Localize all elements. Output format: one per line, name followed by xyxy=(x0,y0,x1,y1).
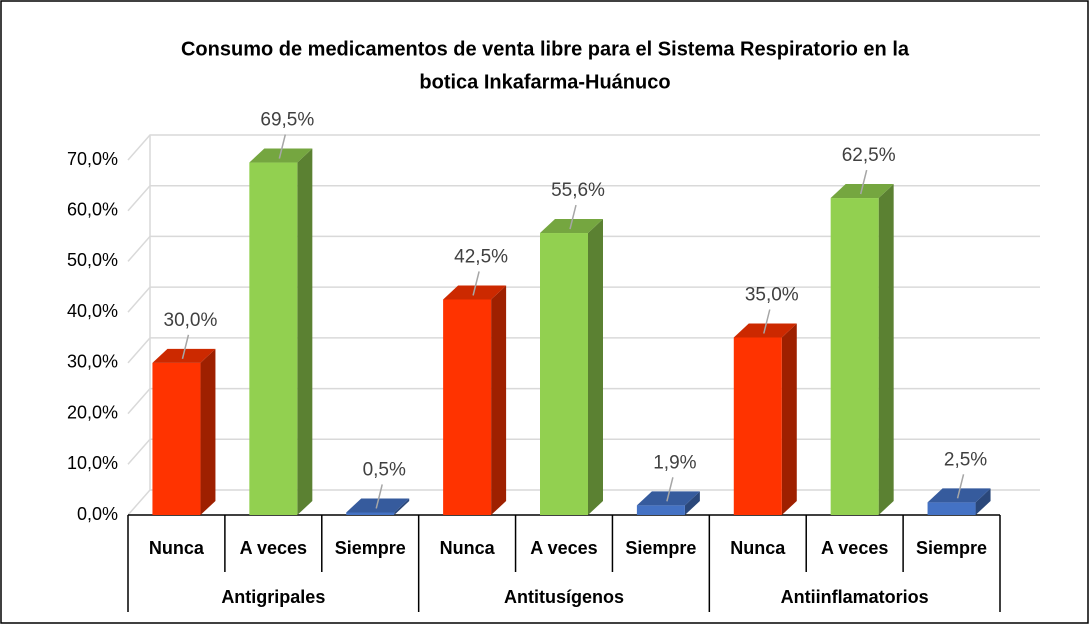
leader-line xyxy=(181,334,190,360)
leader-line xyxy=(375,484,383,509)
bar xyxy=(927,502,976,515)
bar-side xyxy=(684,491,700,515)
bar-side xyxy=(200,348,216,515)
bar-side xyxy=(297,148,313,516)
bar xyxy=(346,512,395,515)
data-label: 0,5% xyxy=(363,459,406,480)
x-tick-label: Nunca xyxy=(149,538,205,558)
bar-side xyxy=(878,184,894,516)
data-label: 69,5% xyxy=(260,110,314,131)
x-tick-label: Nunca xyxy=(730,538,786,558)
data-label: 2,5% xyxy=(944,449,987,470)
leader-line xyxy=(666,477,674,502)
leader-line xyxy=(859,169,868,195)
bar xyxy=(249,162,298,516)
bar xyxy=(733,337,782,515)
leader-line xyxy=(763,309,771,334)
bar xyxy=(636,505,685,515)
bar xyxy=(540,233,588,515)
y-tick-label: 70,0% xyxy=(67,149,118,169)
chart-title: botica Inkafarma-Huánuco xyxy=(419,71,670,93)
leader-line xyxy=(472,271,480,296)
bar xyxy=(443,299,492,515)
y-tick-label: 10,0% xyxy=(67,453,118,473)
bar xyxy=(152,362,201,515)
bar-side xyxy=(588,219,603,515)
leader-line xyxy=(278,134,287,159)
bar-side xyxy=(491,285,507,515)
group-label: Antitusígenos xyxy=(504,587,624,607)
x-tick-label: Siempre xyxy=(335,538,406,558)
y-tick-label: 40,0% xyxy=(67,301,118,321)
data-label: 35,0% xyxy=(745,285,799,306)
x-tick-label: Siempre xyxy=(625,538,696,558)
group-label: Antiinflamatorios xyxy=(781,587,929,607)
leader-line xyxy=(956,474,965,499)
data-label: 62,5% xyxy=(842,145,896,166)
leader-line xyxy=(569,204,577,230)
data-label: 55,6% xyxy=(551,180,605,201)
chart-title: Consumo de medicamentos de venta libre p… xyxy=(181,38,910,60)
x-tick-label: Siempre xyxy=(916,538,987,558)
bar-side xyxy=(781,323,797,515)
data-label: 30,0% xyxy=(164,310,218,331)
data-label: 1,9% xyxy=(653,452,696,473)
bar xyxy=(830,198,879,516)
group-label: Antigripales xyxy=(221,587,325,607)
y-tick-label: 20,0% xyxy=(67,402,118,422)
y-tick-label: 50,0% xyxy=(67,250,118,270)
data-label: 42,5% xyxy=(454,246,508,267)
y-tick-label: 60,0% xyxy=(67,199,118,219)
bar-side xyxy=(975,488,991,515)
x-tick-label: A veces xyxy=(821,538,888,558)
x-tick-label: Nunca xyxy=(440,538,496,558)
x-tick-label: A veces xyxy=(530,538,597,558)
y-tick-label: 0,0% xyxy=(77,504,118,524)
y-tick-label: 30,0% xyxy=(67,352,118,372)
x-tick-label: A veces xyxy=(240,538,307,558)
bar-side xyxy=(394,498,410,515)
